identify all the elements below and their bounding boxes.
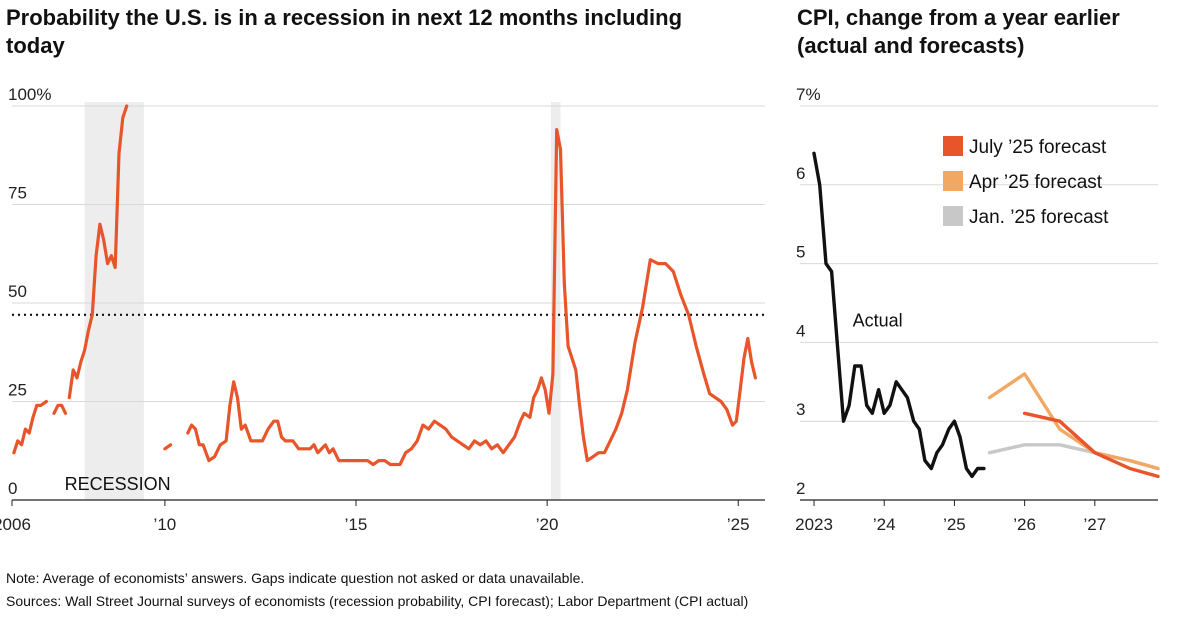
x-tick-label: ’10 bbox=[154, 515, 177, 534]
legend-swatch-apr bbox=[943, 171, 963, 191]
cpi-y-tick-label: 4 bbox=[796, 321, 805, 340]
legend-label-july: July ’25 forecast bbox=[969, 137, 1107, 158]
right-chart-title: CPI, change from a year earlier (actual … bbox=[797, 5, 1120, 58]
recession-label: RECESSION bbox=[65, 474, 171, 494]
recession-probability-line-0-0 bbox=[12, 399, 49, 455]
cpi-y-tick-label: 7% bbox=[796, 85, 821, 104]
x-tick-label: ’15 bbox=[345, 515, 368, 534]
chart-sources: Sources: Wall Street Journal surveys of … bbox=[6, 593, 749, 609]
x-tick-label: ’25 bbox=[727, 515, 750, 534]
cpi-y-tick-label: 5 bbox=[796, 243, 805, 262]
cpi-x-tick-label: 2023 bbox=[795, 515, 833, 534]
legend-label-apr: Apr ’25 forecast bbox=[969, 172, 1103, 193]
recession-probability-line-0-2 bbox=[67, 104, 129, 400]
actual-annotation: Actual bbox=[853, 311, 903, 331]
recession-probability-chart: RECESSION 0 25 50 75 100% 2006 ’10 ’15 ’20 ’25 bbox=[0, 85, 765, 534]
y-tick-label: 50 bbox=[8, 282, 27, 301]
cpi-chart: 2 3 4 5 6 7% 2023 ’24 ’25 ’26 ’27 Actual July ’25 fo… bbox=[795, 85, 1160, 534]
recession-probability-line-1-0 bbox=[163, 443, 173, 451]
y-tick-label: 100% bbox=[8, 85, 51, 104]
x-tick-label: 2006 bbox=[0, 515, 31, 534]
cpi-line-apr bbox=[987, 372, 1160, 471]
cpi-x-tick-label: ’26 bbox=[1013, 515, 1036, 534]
chart-note: Note: Average of economists’ answers. Ga… bbox=[6, 570, 585, 586]
cpi-line-jan bbox=[987, 443, 1160, 471]
cpi-y-tick-label: 6 bbox=[796, 164, 805, 183]
recession-probability-line-0-1 bbox=[52, 403, 68, 415]
cpi-x-tick-label: ’27 bbox=[1083, 515, 1106, 534]
legend-swatch-july bbox=[943, 136, 963, 156]
cpi-line-july bbox=[1022, 411, 1160, 479]
legend-label-jan: Jan. ’25 forecast bbox=[969, 207, 1109, 228]
recession-shade-1 bbox=[550, 102, 561, 500]
legend-swatch-jan bbox=[943, 206, 963, 226]
chart-canvas: RECESSION 0 25 50 75 100% 2006 ’10 ’15 ’20 ’25 2 3 4… bbox=[0, 85, 1160, 534]
cpi-y-tick-label: 3 bbox=[796, 400, 805, 419]
y-tick-label: 0 bbox=[8, 479, 17, 498]
x-tick-label: ’20 bbox=[536, 515, 559, 534]
cpi-x-tick-label: ’25 bbox=[943, 515, 966, 534]
y-tick-label: 75 bbox=[8, 184, 27, 203]
cpi-line-actual bbox=[812, 151, 986, 479]
recession-probability-line-1-1 bbox=[186, 128, 758, 467]
cpi-y-tick-label: 2 bbox=[796, 479, 805, 498]
cpi-x-tick-label: ’24 bbox=[873, 515, 896, 534]
y-tick-label: 25 bbox=[8, 381, 27, 400]
left-chart-title: Probability the U.S. is in a recession i… bbox=[6, 5, 683, 58]
